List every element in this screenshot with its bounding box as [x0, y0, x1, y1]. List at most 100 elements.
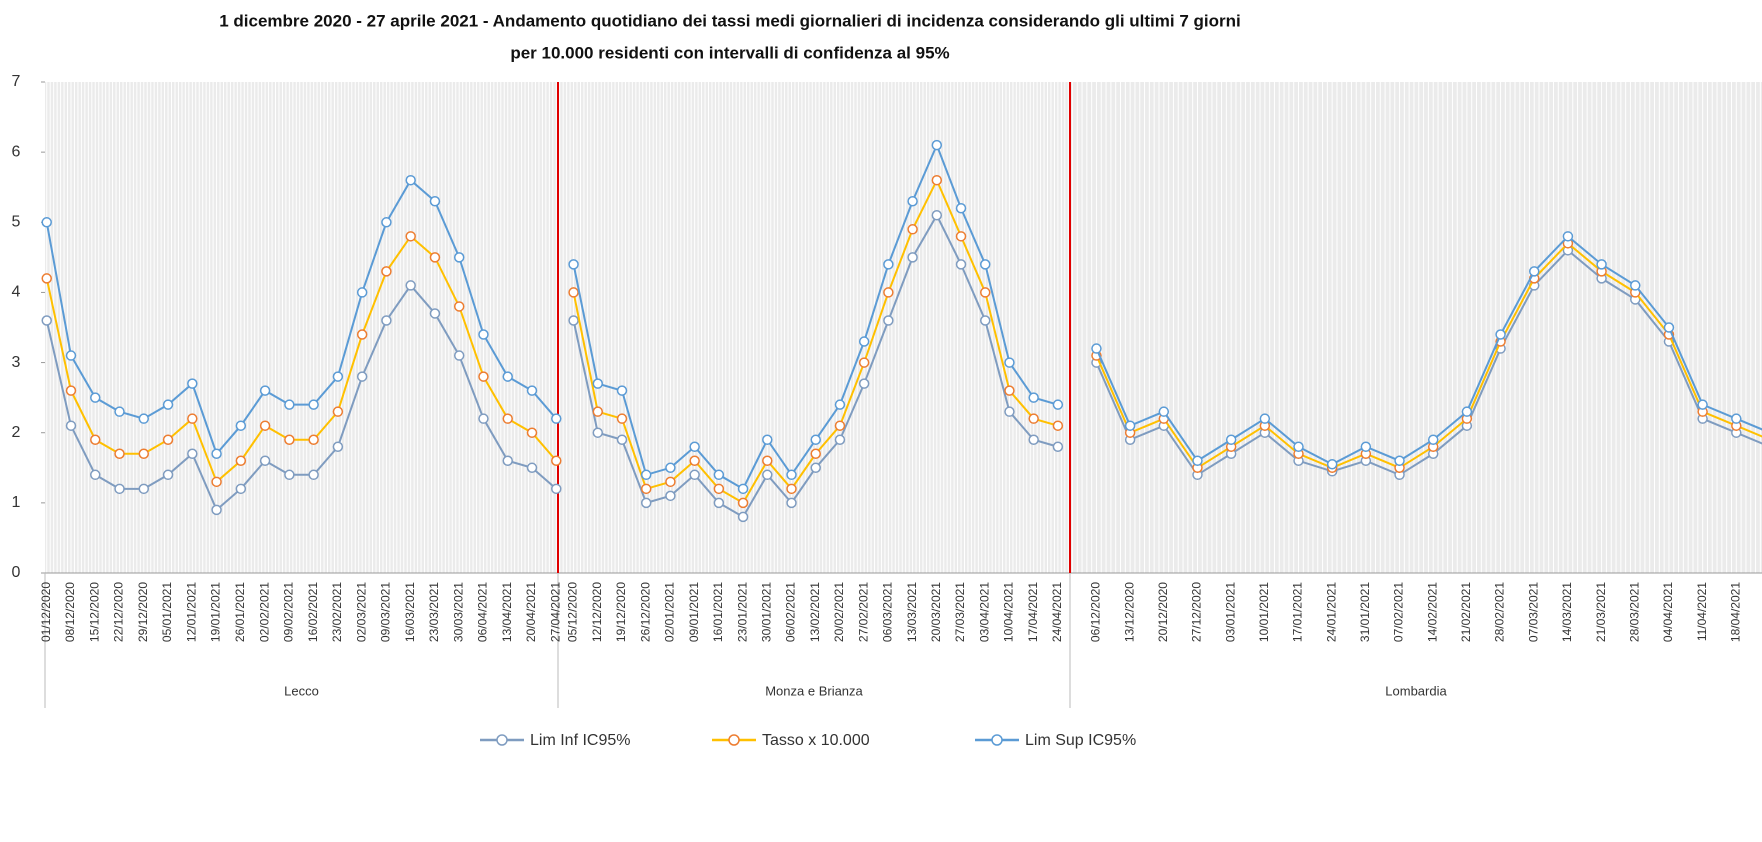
data-point — [931, 174, 943, 186]
legend-label: Lim Inf IC95% — [530, 732, 630, 749]
data-point — [640, 497, 652, 509]
data-point — [640, 469, 652, 481]
x-tick-label: 20/03/2021 — [929, 582, 943, 642]
data-point — [453, 350, 465, 361]
data-point — [211, 448, 222, 460]
data-point — [762, 469, 773, 481]
data-point — [235, 455, 247, 467]
data-point — [616, 385, 628, 396]
data-point — [713, 469, 725, 481]
data-point — [786, 483, 797, 495]
data-point — [1528, 266, 1540, 277]
x-tick-label: 09/02/2021 — [282, 582, 296, 642]
data-point — [187, 448, 198, 460]
data-point — [1225, 434, 1237, 445]
data-point — [883, 287, 894, 298]
x-tick-label: 08/12/2020 — [63, 582, 77, 642]
data-point — [1360, 441, 1372, 452]
data-point — [1192, 455, 1203, 467]
x-tick-label: 06/02/2021 — [784, 582, 798, 642]
x-tick-label: 17/01/2021 — [1291, 582, 1305, 642]
data-point — [907, 252, 918, 263]
data-point — [356, 371, 368, 382]
data-point — [1731, 413, 1742, 424]
data-point — [1461, 406, 1473, 417]
group-label: Monza e Brianza — [765, 683, 863, 698]
data-point — [786, 497, 797, 509]
data-point — [235, 483, 247, 495]
data-point — [235, 420, 247, 431]
data-point — [502, 371, 513, 382]
data-point — [114, 448, 125, 460]
x-tick-label: 03/01/2021 — [1223, 582, 1237, 642]
data-point — [568, 315, 579, 326]
x-tick-label: 22/12/2020 — [112, 582, 126, 642]
data-point — [526, 462, 538, 474]
data-point — [429, 252, 441, 263]
data-point — [1630, 280, 1641, 291]
data-point — [713, 497, 725, 509]
x-tick-label: 14/03/2021 — [1560, 582, 1574, 642]
x-tick-label: 12/01/2021 — [184, 582, 198, 642]
x-tick-label: 05/01/2021 — [160, 582, 174, 642]
data-point — [381, 315, 392, 326]
data-point — [502, 413, 513, 424]
data-point — [284, 434, 295, 445]
data-point — [1394, 455, 1405, 467]
data-point — [979, 287, 991, 298]
data-point — [90, 469, 101, 481]
x-tick-label: 05/12/2020 — [566, 582, 580, 642]
data-point — [114, 406, 125, 417]
y-tick-label: 6 — [12, 143, 21, 160]
x-tick-label: 27/02/2021 — [856, 582, 870, 642]
data-point — [138, 413, 150, 424]
x-tick-label: 24/01/2021 — [1324, 582, 1338, 642]
data-point — [931, 210, 943, 221]
data-point — [405, 280, 416, 291]
data-point — [592, 427, 604, 438]
data-point — [114, 483, 125, 495]
x-tick-label: 11/04/2021 — [1695, 582, 1709, 641]
data-point — [979, 315, 991, 326]
x-tick-label: 07/02/2021 — [1392, 582, 1406, 642]
data-point — [332, 441, 344, 452]
data-point — [762, 455, 773, 467]
data-point — [453, 301, 465, 312]
x-tick-label: 13/12/2020 — [1122, 582, 1136, 642]
data-point — [1293, 441, 1304, 452]
x-tick-label: 23/03/2021 — [427, 582, 441, 642]
data-point — [737, 483, 749, 495]
data-point — [65, 420, 77, 431]
data-point — [162, 399, 174, 410]
data-point — [405, 231, 416, 242]
series-line — [45, 178, 558, 456]
data-point — [786, 469, 797, 481]
data-point — [689, 441, 700, 452]
x-tick-label: 14/02/2021 — [1425, 582, 1439, 642]
y-tick-label: 4 — [12, 284, 21, 301]
data-point — [41, 273, 52, 284]
data-point — [41, 217, 52, 228]
data-point — [90, 434, 101, 445]
data-point — [1697, 399, 1708, 410]
data-point — [551, 413, 562, 424]
data-point — [592, 378, 604, 389]
x-tick-label: 04/04/2021 — [1661, 582, 1675, 642]
series-line — [45, 234, 558, 484]
data-point — [1028, 413, 1039, 424]
x-tick-label: 07/03/2021 — [1526, 582, 1540, 642]
data-point — [979, 259, 991, 270]
data-point — [453, 252, 465, 263]
data-point — [187, 378, 198, 389]
data-point — [737, 511, 749, 523]
data-point — [834, 420, 846, 431]
data-point — [1495, 329, 1506, 340]
y-tick-label: 1 — [12, 494, 21, 511]
x-tick-label: 18/04/2021 — [1728, 582, 1742, 642]
x-tick-label: 26/01/2021 — [233, 582, 247, 642]
data-point — [284, 469, 295, 481]
x-tick-label: 20/12/2020 — [1156, 582, 1170, 642]
data-point — [955, 203, 967, 214]
data-point — [138, 448, 150, 460]
